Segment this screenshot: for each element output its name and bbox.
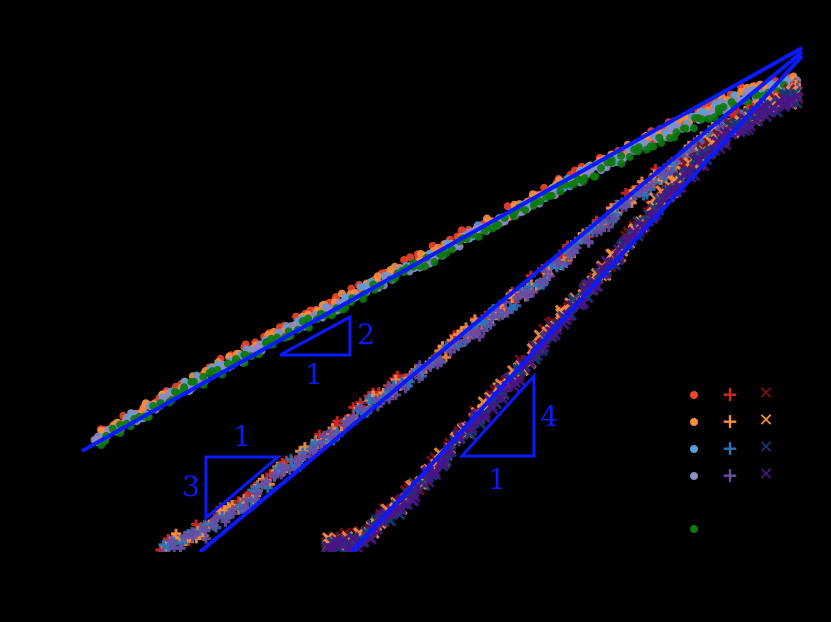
plus-marker-icon: + [721,382,739,406]
x-marker-icon: ✕ [758,410,774,431]
circle-marker-icon [684,411,704,431]
x-marker-icon: ✕ [758,464,774,485]
legend-row: + ✕ [680,438,820,458]
slope-triangle-3: 13 [182,420,283,522]
legend-row [680,518,820,538]
slope-3-reference-line [198,50,803,552]
x-marker-icon: ✕ [758,437,774,458]
reference-lines [81,46,803,552]
rise-label: 3 [182,470,200,503]
legend: + ✕ + ✕ + ✕ + ✕ [680,380,820,540]
circle-marker-icon [684,518,704,538]
run-label: 1 [488,463,506,496]
slope-4-reference-line [350,54,803,552]
legend-row: + ✕ [680,384,820,404]
legend-row: + ✕ [680,465,820,485]
legend-row: + ✕ [680,411,820,431]
run-label: 1 [305,358,323,391]
slope-2-reference-line [81,46,803,453]
circle-marker-icon [684,438,704,458]
plus-marker-icon: + [721,409,739,433]
run-label: 1 [233,420,251,453]
x-marker-icon: ✕ [758,383,774,404]
slope-triangle-4: 14 [458,372,558,496]
plus-marker-icon: + [721,463,739,487]
plus-series-group [155,78,803,552]
plus-marker-icon: + [721,436,739,460]
circle-marker-icon [684,384,704,404]
rise-label: 2 [357,318,375,351]
rise-label: 4 [540,400,558,433]
circle-marker-icon [684,465,704,485]
slope-triangle-2: 12 [279,314,375,391]
